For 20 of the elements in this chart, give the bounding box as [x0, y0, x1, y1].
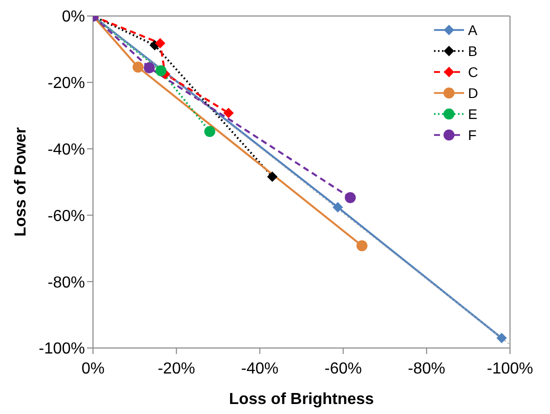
x-tick-label: -80%: [408, 360, 446, 378]
y-tick-label: -80%: [48, 274, 85, 292]
y-axis-title: Loss of Power: [12, 127, 30, 237]
y-tick-label: -40%: [48, 141, 85, 158]
legend-label: F: [468, 127, 477, 143]
x-tick-label: -60%: [324, 360, 362, 378]
x-tick-label: -20%: [158, 360, 196, 378]
y-tick-label: -60%: [48, 208, 85, 225]
y-tick-label: -100%: [38, 340, 85, 358]
legend-label: B: [468, 43, 478, 59]
legend-label: D: [468, 85, 478, 101]
x-tick-label: -40%: [241, 360, 278, 378]
legend-label: A: [468, 22, 478, 38]
x-tick-label: 0%: [81, 360, 105, 378]
legend-label: C: [468, 64, 478, 80]
legend-label: E: [468, 106, 478, 122]
y-tick-label: 0%: [62, 8, 85, 26]
x-axis-title: Loss of Brightness: [229, 391, 374, 408]
y-tick-label: -20%: [48, 75, 85, 92]
x-tick-label: -100%: [486, 360, 534, 378]
